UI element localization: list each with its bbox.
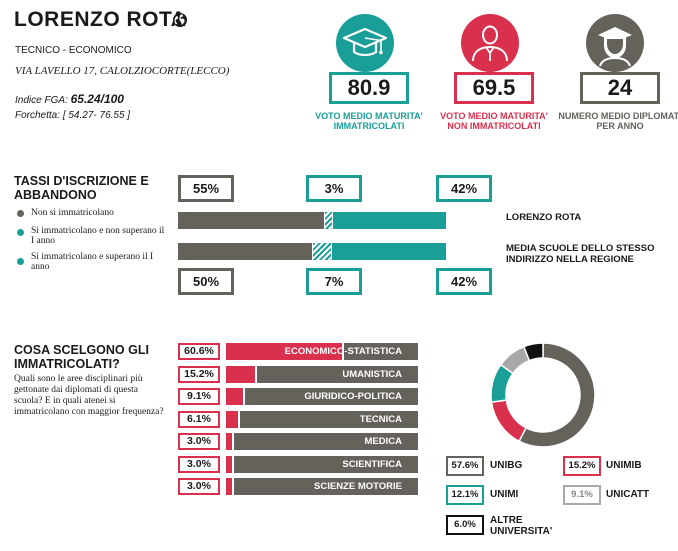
pct-superano-school: 42% [436,175,492,202]
bar-label-region: MEDIA SCUOLE DELLO STESSO INDIRIZZO NELL… [506,243,655,265]
pct-abbandono-region: 7% [306,268,362,295]
area-name: UMANISTICA [342,368,402,380]
legend-label-abbandono: Si immatricolano e non superano il I ann… [31,226,165,246]
person-icon [472,25,508,62]
area-bar: GIURIDICO-POLITICA [226,388,418,405]
area-bar-fill [226,433,232,450]
area-bar-separator [255,365,258,383]
fga-index: Indice FGA: 65.24/100 [15,92,124,106]
area-bar: TECNICA [226,410,418,428]
area-bar-separator [231,478,234,495]
school-type: TECNICO - ECONOMICO [15,45,132,56]
stat-value-immatricolati: 80.9 [329,72,409,104]
stat-circle-non-immatricolati [461,14,519,72]
uni-name-altre: ALTRE UNIVERSITA' [490,515,553,537]
stat-label-diplomati: NUMERO MEDIO DIPLOMATI PER ANNO [558,111,678,131]
area-bar-fill [226,365,256,383]
bar-segment-abbandono [313,243,332,260]
area-bar: ECONOMICO-STATISTICA [226,343,418,360]
universities-donut-chart [490,342,596,448]
area-pct: 60.6% [178,343,220,360]
enrollment-title: TASSI D'ISCRIZIONE E ABBANDONO [14,174,149,202]
areas-title: COSA SCELGONO GLI IMMATRICOLATI? [14,343,149,371]
uni-pct-unimi: 12.1% [446,485,484,505]
area-pct: 6.1% [178,410,220,428]
area-bar: UMANISTICA [226,365,418,383]
legend-label-non-immatricolati: Non si immatricolano [31,208,114,218]
stat-label-non-immatricolati: VOTO MEDIO MATURITA' NON IMMATRICOLATI [440,111,548,131]
area-bar: MEDICA [226,433,418,450]
bar-segment-non-immatricolati [178,212,325,229]
bar-segment-abbandono [325,212,333,229]
legend-dot-abbandono [17,229,24,236]
bar-segment-non-immatricolati [178,243,313,260]
stat-value-diplomati: 24 [580,72,660,104]
area-bar: SCIENTIFICA [226,455,418,473]
uni-name-unimi: UNIMI [490,489,519,500]
pct-non-immatricolati-region: 50% [178,268,234,295]
area-bar-fill [226,410,238,428]
range-value: [ 54.27- 76.55 ] [62,110,131,121]
stat-circle-immatricolati [336,14,394,72]
enrollment-bar-region [178,243,446,260]
range-label: Forchetta: [15,110,61,121]
stat-label-immatricolati: VOTO MEDIO MATURITA' IMMATRICOLATI [315,111,423,131]
area-bar-fill [226,478,232,495]
stat-value-non-immatricolati: 69.5 [454,72,534,104]
area-pct: 15.2% [178,365,220,383]
bar-segment-superano [332,243,446,260]
area-bar-fill [226,455,232,473]
uni-pct-unicatt: 9.1% [563,485,601,505]
uni-pct-unibg: 57.6% [446,456,484,476]
stat-circle-diplomati [586,14,644,72]
graduation-cap-icon [342,27,388,57]
graduate-icon [598,27,632,67]
area-pct: 3.0% [178,478,220,495]
legend-dot-non-immatricolati [17,210,24,217]
area-bar-separator [342,343,345,360]
area-name: SCIENZE MOTORIE [314,481,402,492]
legend-label-superano: Si immatricolano e superano il I anno [31,252,154,272]
area-bar: SCIENZE MOTORIE [226,478,418,495]
area-name: TECNICA [359,413,402,425]
globe-icon[interactable] [172,12,188,28]
area-pct: 3.0% [178,433,220,450]
school-name: LORENZO ROTA [14,8,187,31]
uni-pct-altre: 6.0% [446,515,484,535]
bar-label-school: LORENZO ROTA [506,212,582,223]
fga-value: 65.24/100 [70,92,124,106]
area-bar-fill [226,343,343,360]
area-bar-separator [237,410,240,428]
pct-superano-region: 42% [436,268,492,295]
uni-name-unibg: UNIBG [490,460,523,471]
pct-abbandono-school: 3% [306,175,362,202]
uni-pct-unimib: 15.2% [563,456,601,476]
school-address: VIA LAVELLO 17, CALOLZIOCORTE(LECCO) [15,65,230,77]
uni-name-unimib: UNIMIB [606,460,642,471]
area-name: SCIENTIFICA [342,458,402,470]
area-bar-separator [243,388,246,405]
donut-slice-altre-universita [522,342,544,362]
uni-name-unicatt: UNICATT [606,489,650,500]
area-pct: 9.1% [178,388,220,405]
area-bar-separator [231,455,234,473]
area-name: ECONOMICO-STATISTICA [284,346,402,357]
areas-question: Quali sono le aree disciplinari più gett… [14,374,164,417]
donut-slice-unimib [490,399,528,443]
bar-segment-superano [333,212,446,229]
enrollment-bar-school [178,212,446,229]
fga-range: Forchetta: [ 54.27- 76.55 ] [15,110,130,121]
legend-dot-superano [17,258,24,265]
pct-non-immatricolati-school: 55% [178,175,234,202]
area-pct: 3.0% [178,455,220,473]
donut-slice-unibg [518,342,596,448]
area-bar-separator [231,433,234,450]
area-name: MEDICA [364,436,402,447]
area-bar-fill [226,388,244,405]
fga-label: Indice FGA: [15,95,68,106]
area-name: GIURIDICO-POLITICA [304,391,402,402]
